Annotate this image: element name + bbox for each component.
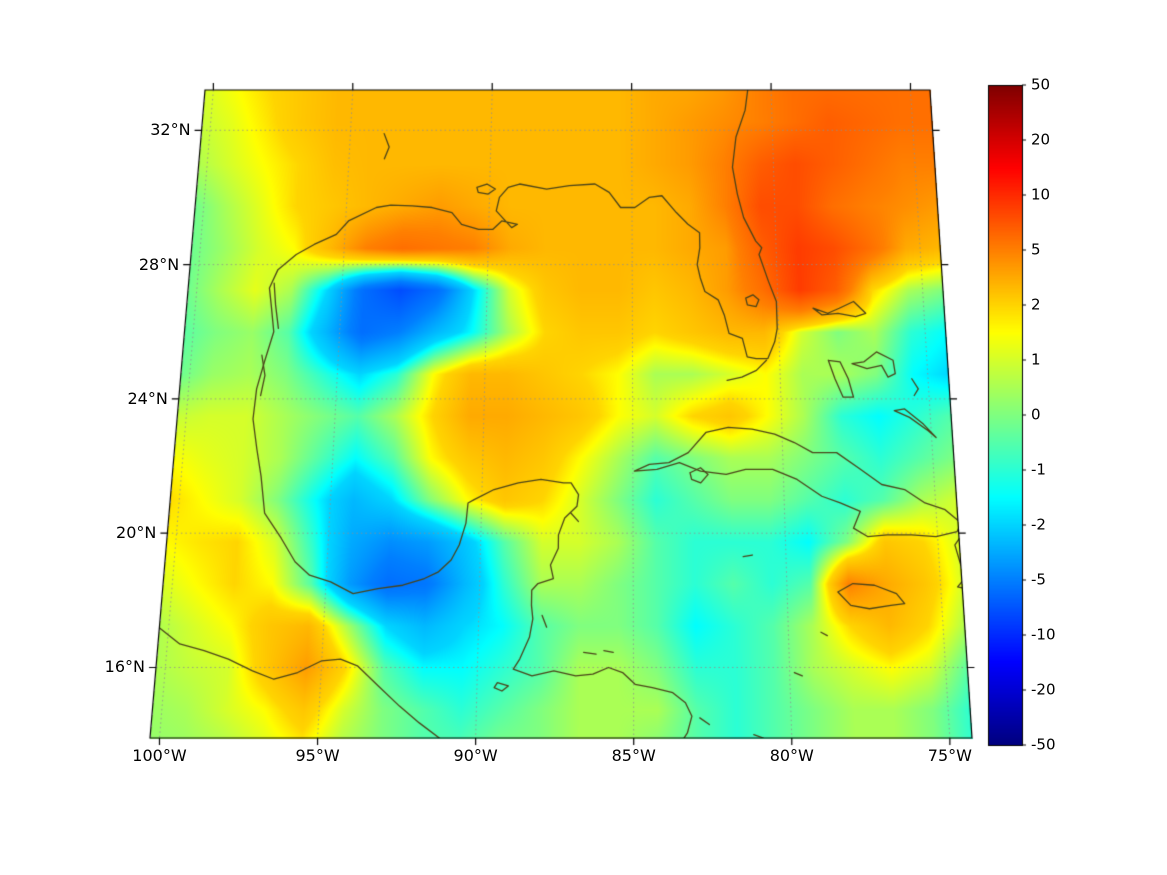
colorbar-tick-label: -20 bbox=[1031, 680, 1056, 699]
colorbar-tick-label: -50 bbox=[1031, 735, 1056, 754]
colorbar-tick-label: 2 bbox=[1031, 295, 1041, 314]
colorbar-tick-label: -2 bbox=[1031, 515, 1046, 534]
y-tick-label: 16°N bbox=[104, 657, 145, 677]
colorbar-tick-label: 1 bbox=[1031, 350, 1041, 369]
x-tick-label: 80°W bbox=[769, 746, 814, 765]
y-tick-label: 20°N bbox=[116, 523, 157, 543]
colorbar-tick-label: 20 bbox=[1031, 130, 1051, 149]
x-tick-label: 90°W bbox=[453, 746, 498, 765]
x-tick-label: 100°W bbox=[132, 746, 187, 765]
y-tick-label: 24°N bbox=[127, 388, 168, 408]
colorbar-tick-label: 50 bbox=[1031, 75, 1051, 94]
colorbar-tick-label: 10 bbox=[1031, 185, 1051, 204]
colorbar-tick-label: 0 bbox=[1031, 405, 1041, 424]
x-tick-label: 85°W bbox=[611, 746, 656, 765]
colorbar-tick-label: -1 bbox=[1031, 460, 1046, 479]
colorbar-tick-label: -5 bbox=[1031, 570, 1046, 589]
y-tick-label: 32°N bbox=[150, 120, 191, 140]
x-tick-label: 95°W bbox=[295, 746, 340, 765]
colorbar-tick-label: 5 bbox=[1031, 240, 1041, 259]
y-tick-label: 28°N bbox=[138, 254, 180, 274]
colorbar-tick-label: -10 bbox=[1031, 625, 1056, 644]
x-tick-label: 75°W bbox=[927, 746, 972, 765]
